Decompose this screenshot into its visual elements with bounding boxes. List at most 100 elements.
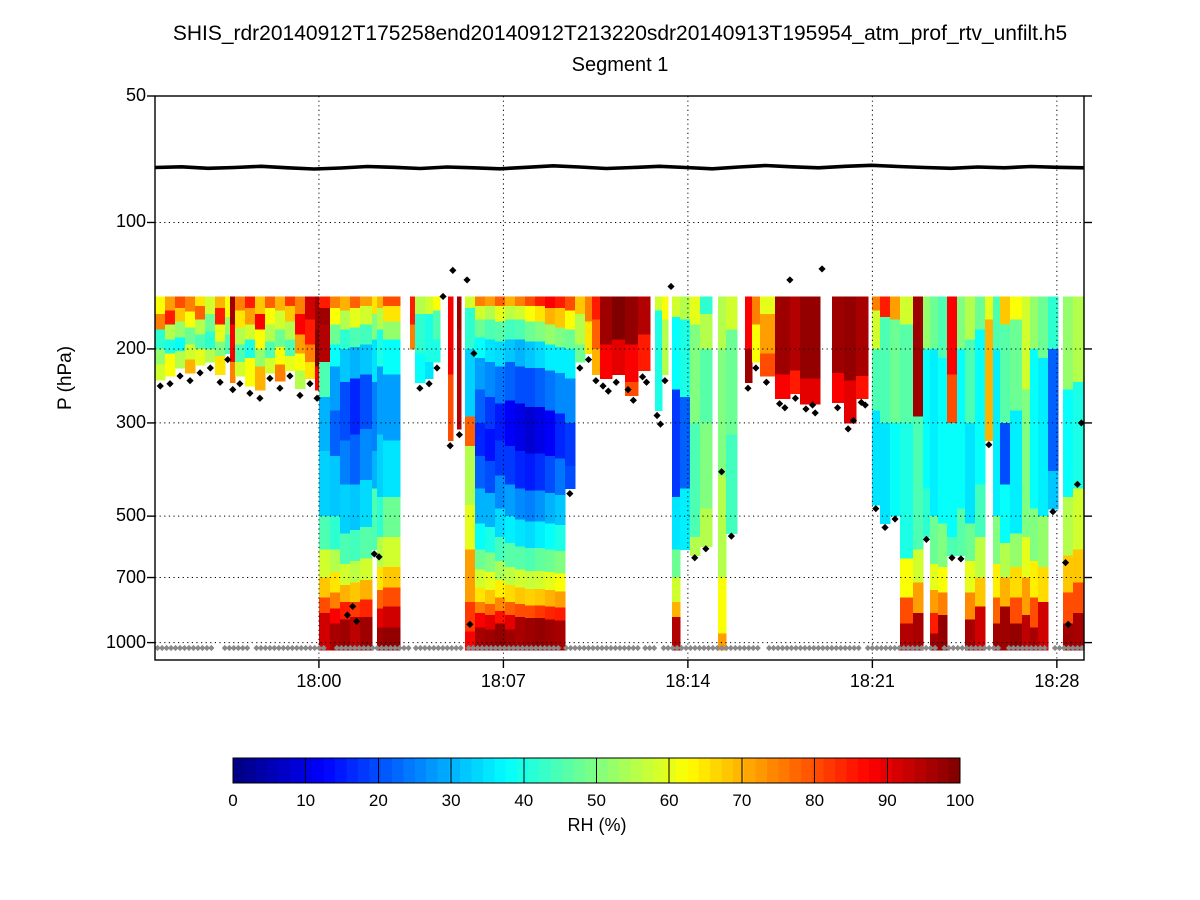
colorbar-step [664, 758, 677, 783]
colorbar-tick-label: 10 [296, 791, 316, 810]
heatmap-cell [515, 569, 526, 589]
y-tick-label: 500 [115, 505, 146, 526]
heatmap-cell [545, 572, 556, 591]
surface-marker [496, 644, 504, 652]
cloud-top-marker [727, 532, 735, 540]
heatmap-cell [371, 313, 378, 341]
heatmap-cell [700, 348, 713, 424]
heatmap-cell [545, 549, 556, 573]
surface-marker [369, 644, 376, 652]
heatmap-cell [424, 296, 434, 315]
heatmap-cell [525, 305, 536, 323]
heatmap-cell [254, 348, 266, 367]
heatmap-cell [215, 356, 226, 376]
surface-marker [1028, 644, 1035, 652]
heatmap-cell [360, 617, 373, 651]
cloud-top-marker [1064, 620, 1072, 628]
heatmap-cell [424, 313, 434, 363]
heatmap-cell [929, 296, 939, 350]
surface-marker [1051, 644, 1059, 652]
cloud-top-marker [656, 420, 665, 428]
heatmap-cell [535, 547, 546, 572]
heatmap-cell [922, 296, 931, 350]
surface-marker [765, 644, 773, 652]
colorbar-step [482, 758, 495, 783]
heatmap-cell [555, 308, 566, 329]
heatmap-cell [535, 605, 546, 619]
cloud-top-marker [463, 276, 471, 284]
heatmap-cell [654, 310, 663, 411]
surface-marker [181, 644, 188, 652]
heatmap-cell [494, 296, 506, 307]
heatmap-cell [555, 550, 566, 575]
surface-marker [634, 644, 641, 652]
heatmap-cell [654, 296, 663, 312]
heatmap-cell [205, 331, 216, 350]
colorbar-step [278, 758, 291, 783]
cloud-top-marker [872, 505, 880, 513]
surface-marker [333, 644, 340, 652]
heatmap-cell [318, 549, 331, 579]
heatmap-cell [900, 558, 914, 598]
heatmap-cell [474, 627, 486, 651]
cloud-top-marker [470, 349, 478, 358]
heatmap-cell [329, 308, 341, 326]
heatmap-cell [350, 434, 361, 485]
heatmap-cell [314, 296, 320, 331]
heatmap-cell [545, 590, 556, 607]
heatmap-cell [155, 364, 166, 381]
heatmap-cell [376, 296, 384, 309]
heatmap-cell [360, 428, 373, 481]
heatmap-cell [504, 319, 516, 341]
surface-marker [159, 644, 166, 652]
gridline-layer [155, 96, 1084, 660]
surface-marker [931, 644, 939, 652]
surface-marker [271, 644, 278, 652]
heatmap-cell [504, 305, 516, 320]
surface-marker [665, 644, 672, 652]
heatmap-cell [474, 296, 486, 307]
heatmap-cell [717, 348, 727, 477]
surface-marker [391, 644, 399, 652]
surface-marker [990, 644, 997, 652]
heatmap-cell [900, 623, 914, 651]
overlay-line [154, 163, 1085, 171]
heatmap-cell [376, 329, 384, 367]
heatmap-cell [340, 564, 351, 586]
heatmap-cell [1047, 348, 1059, 472]
heatmap-cell [448, 296, 454, 376]
heatmap-cell [371, 488, 378, 551]
surface-marker [208, 644, 215, 652]
heatmap-cell [999, 296, 1011, 326]
surface-marker [342, 644, 349, 652]
colorbar-step [619, 758, 632, 783]
heatmap-cell [318, 296, 331, 309]
surface-marker [266, 644, 274, 652]
colorbar-step [835, 758, 848, 783]
x-tick-label: 18:00 [296, 671, 342, 691]
cloud-top-marker [849, 416, 857, 425]
heatmap-cell [515, 587, 526, 605]
cloud-top-marker-layer [156, 265, 1085, 628]
heatmap-cell [414, 296, 426, 315]
colorbar-step [857, 758, 870, 783]
heatmap-cell [515, 403, 526, 452]
heatmap-cell [350, 484, 361, 531]
colorbar-step [948, 758, 961, 783]
heatmap-cell [956, 508, 966, 556]
heatmap-cell [611, 296, 626, 341]
heatmap-cell [717, 633, 727, 651]
colorbar-step [539, 758, 552, 783]
heatmap-cell [350, 582, 361, 603]
heatmap-cell [504, 543, 516, 568]
surface-marker [563, 644, 570, 652]
surface-marker [678, 644, 685, 652]
x-tick-label: 18:28 [1034, 671, 1080, 691]
heatmap-cell [992, 623, 1001, 651]
heatmap-cell [474, 587, 486, 603]
colorbar-step [346, 758, 359, 783]
surface-marker [302, 644, 309, 652]
heatmap-cell [244, 308, 256, 326]
heatmap-cell [717, 296, 727, 350]
surface-marker [630, 644, 637, 652]
